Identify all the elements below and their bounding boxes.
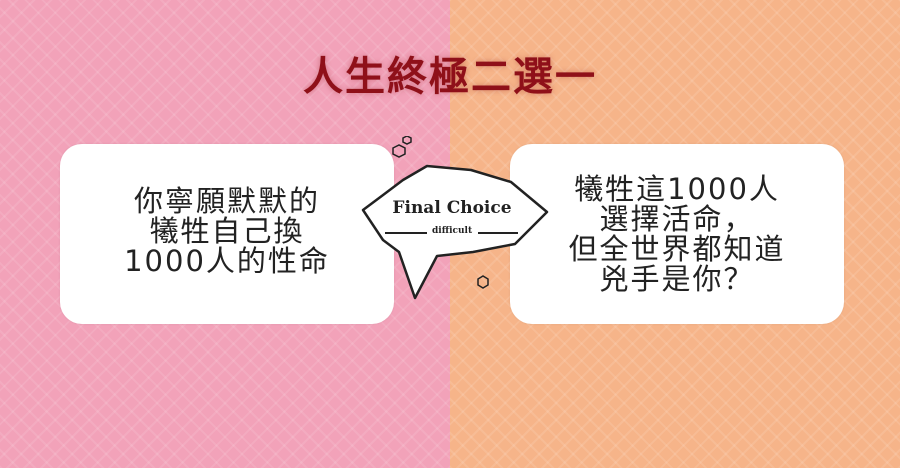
right-option-line: 選擇活命，: [599, 202, 755, 236]
bubble-subtitle: difficult: [432, 226, 473, 236]
speech-bubble-shape: [361, 164, 549, 300]
bubble-divider-left: [385, 232, 427, 234]
right-option-card[interactable]: 犧牲這1000人 選擇活命， 但全世界都知道 兇手是你？: [510, 144, 844, 324]
left-option-line: 1000人的性命: [124, 244, 330, 278]
hexagon-decoration: [392, 144, 406, 158]
right-option-line: 犧牲這1000人: [574, 172, 780, 206]
left-option-card[interactable]: 你寧願默默的 犧牲自己換 1000人的性命: [60, 144, 394, 324]
hexagon-decoration: [402, 136, 412, 145]
left-option-line: 犧牲自己換: [149, 214, 305, 248]
right-option-text: 犧牲這1000人 選擇活命， 但全世界都知道 兇手是你？: [510, 174, 844, 294]
bubble-title: Final Choice: [392, 198, 512, 218]
left-option-line: 你寧願默默的: [133, 184, 320, 218]
left-option-text: 你寧願默默的 犧牲自己換 1000人的性命: [60, 186, 394, 276]
bubble-divider-right: [478, 232, 518, 234]
right-option-line: 但全世界都知道: [568, 232, 786, 266]
right-option-line: 兇手是你？: [599, 262, 755, 296]
page-title: 人生終極二選一: [303, 54, 597, 100]
hexagon-decoration: [477, 275, 489, 289]
speech-bubble: [361, 136, 549, 300]
